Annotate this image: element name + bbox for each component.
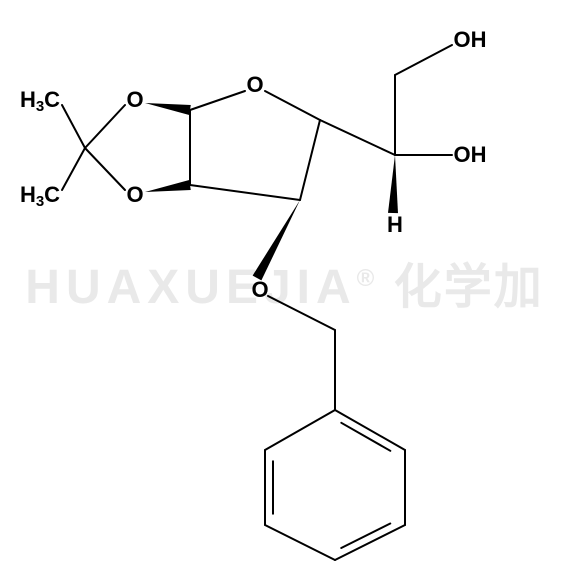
bond-layer [0,0,569,563]
atom-O_left_top: O [126,89,143,111]
atom-O_left_bot: O [126,184,143,206]
structure-canvas: HUAXUEJIA® 化学加 OOOH3CH3COHOHHO [0,0,569,563]
atom-H: H [387,214,403,236]
atom-CH3_bot: H3C [20,184,60,206]
atom-OH_top: OH [454,29,487,51]
atom-O_benzyl: O [251,279,268,301]
atom-CH3_top: H3C [20,89,60,111]
atom-OH_mid: OH [454,144,487,166]
atom-O_top: O [246,74,263,96]
